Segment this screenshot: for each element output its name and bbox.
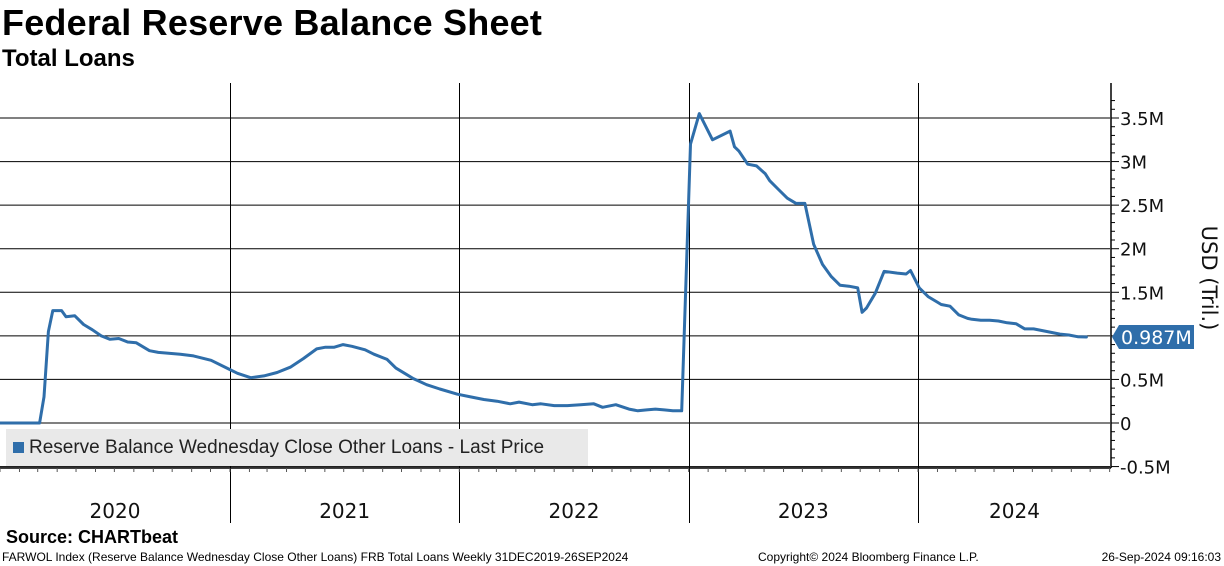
x-tick-label: 2020 [90,499,141,523]
timestamp: 26-Sep-2024 09:16:03 [1101,550,1221,564]
y-tick-label: -0.5M [1120,458,1171,479]
y-tick-label: 2M [1120,240,1147,261]
y-tick-label: 3.5M [1120,109,1164,130]
x-tick-label: 2021 [319,499,370,523]
ticker-info: FARWOL Index (Reserve Balance Wednesday … [2,550,629,564]
y-tick-label: 0 [1120,414,1131,435]
y-tick-label: 0.5M [1120,370,1164,391]
grid-lines [0,83,1110,523]
y-tick-label: 2.5M [1120,196,1164,217]
last-value-tag [1112,324,1194,349]
x-tick-label: 2022 [549,499,600,523]
legend: Reserve Balance Wednesday Close Other Lo… [6,429,588,466]
series-layer [0,112,1088,425]
y-axis-title: USD (Tril.) [1197,226,1221,331]
last-value-label: 0.987M [1121,327,1192,349]
source-note: Source: CHARTbeat [6,527,179,547]
x-tick-label: 2024 [989,499,1040,523]
y-tick-label: 1.5M [1120,283,1164,304]
axes [0,83,1119,472]
copyright: Copyright© 2024 Bloomberg Finance L.P. [758,550,979,564]
legend-swatch [13,442,24,453]
legend-label: Reserve Balance Wednesday Close Other Lo… [29,436,545,458]
y-tick-label: 3M [1120,153,1147,174]
page-subtitle: Total Loans [2,45,135,72]
x-tick-label: 2023 [778,499,829,523]
labels: 3.5M 3M 2.5M 2M 1.5M 0.5M 0 -0.5M 2020 2021 2022 20… [90,109,1221,523]
series-line [0,112,1088,425]
page-title: Federal Reserve Balance Sheet [2,2,543,43]
